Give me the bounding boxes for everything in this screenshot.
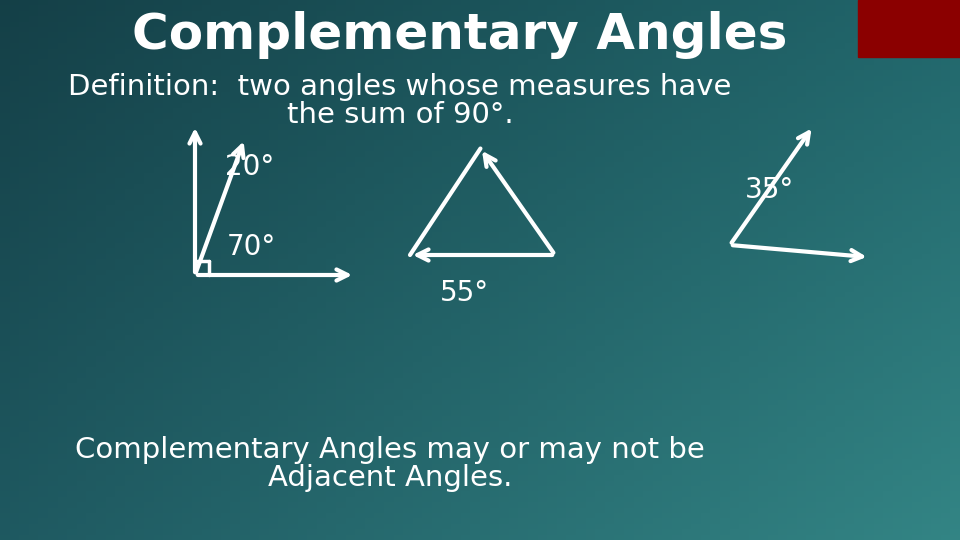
Text: 55°: 55° — [440, 279, 490, 307]
Text: 20°: 20° — [225, 153, 275, 181]
Bar — [858, 0, 960, 57]
Text: 35°: 35° — [745, 176, 794, 204]
Text: 70°: 70° — [227, 233, 276, 261]
Text: Definition:  two angles whose measures have: Definition: two angles whose measures ha… — [68, 73, 732, 101]
Text: the sum of 90°.: the sum of 90°. — [287, 101, 514, 129]
Text: Adjacent Angles.: Adjacent Angles. — [268, 464, 513, 492]
Text: Complementary Angles may or may not be: Complementary Angles may or may not be — [75, 436, 705, 464]
Text: Complementary Angles: Complementary Angles — [132, 11, 788, 59]
